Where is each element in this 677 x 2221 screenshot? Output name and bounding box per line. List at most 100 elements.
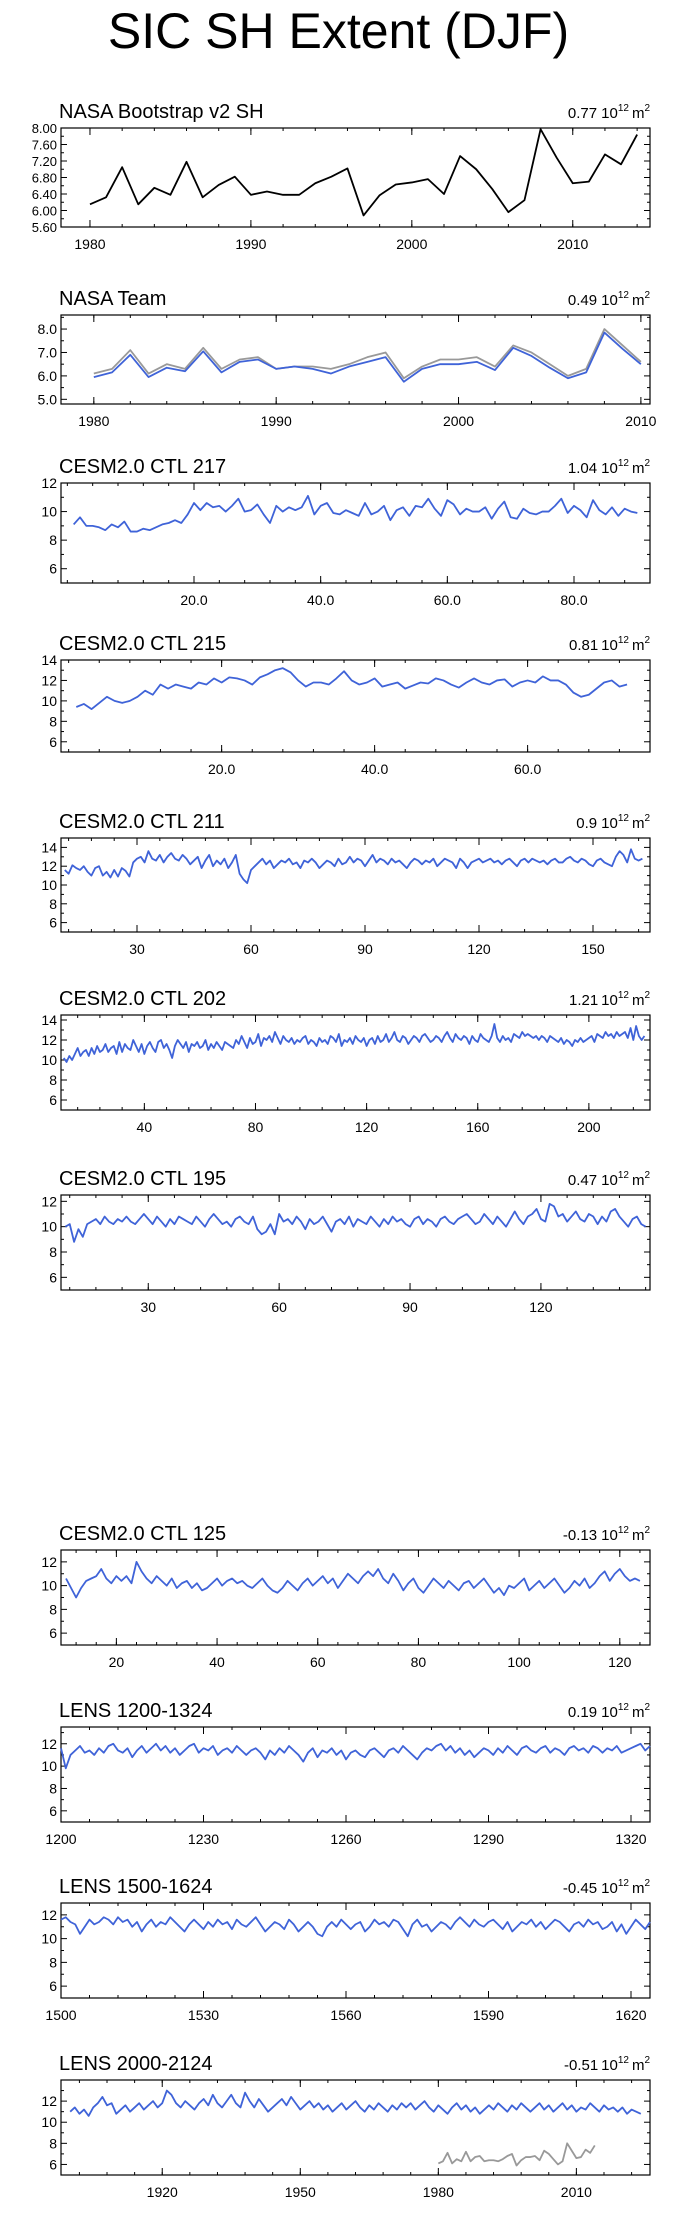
y-tick-label: 6.40	[32, 187, 57, 202]
plot-frame	[60, 482, 651, 584]
y-tick-label: 7.60	[32, 138, 57, 153]
trend-value: 0.19	[568, 1704, 597, 1721]
x-tick-label: 80	[248, 1119, 264, 1135]
trend-value: -0.51	[564, 2057, 598, 2074]
trend-unit-exponent: 12	[618, 1525, 630, 1536]
x-tick-label: 1980	[78, 413, 109, 429]
chart-panel-1: NASA Bootstrap v2 SH 0.77 1012 m2 5.606.00 6.…	[32, 101, 651, 252]
series-line-blue	[64, 848, 643, 885]
x-tick-label: 60	[310, 1654, 326, 1670]
trend-unit-m: m	[632, 2057, 645, 2074]
y-tick-label: 10	[41, 504, 57, 520]
x-tick-label: 30	[129, 941, 145, 957]
y-tick-label: 12	[41, 1736, 57, 1752]
x-tick-label: 150	[581, 941, 605, 957]
y-tick-label: 6	[49, 561, 57, 577]
y-tick-label: 6	[49, 1092, 57, 1108]
y-tick-label: 12	[41, 1193, 57, 1209]
x-tick-label: 40.0	[307, 592, 334, 608]
y-tick-label: 8	[49, 1601, 57, 1617]
y-tick-label: 6.00	[32, 204, 57, 219]
y-tick-label: 8	[49, 532, 57, 548]
trend-value: 0.47	[568, 1172, 597, 1189]
y-tick-label: 10	[41, 1578, 57, 1594]
panel-title: LENS 2000-2124	[59, 2053, 212, 2075]
trend-unit-base: 10	[601, 637, 618, 654]
x-tick-label: 60	[243, 941, 259, 957]
x-tick-label: 60	[271, 1299, 287, 1315]
trend-unit-base: 10	[601, 105, 618, 122]
chart-panel-2: NASA Team 0.49 1012 m2 5.0 6.0 7.0 8.0 1980 1990 2…	[38, 288, 657, 429]
panel-title: CESM2.0 CTL 215	[59, 633, 226, 655]
x-tick-label: 30	[140, 1299, 156, 1315]
y-tick-label: 7.20	[32, 154, 57, 169]
x-tick-label: 1200	[45, 1831, 76, 1847]
y-tick-label: 8	[49, 896, 57, 912]
y-tick-label: 8	[49, 1780, 57, 1796]
y-tick-label: 12	[41, 475, 57, 491]
trend-unit-exponent: 12	[618, 1878, 630, 1889]
trend-unit-base: 10	[601, 1172, 618, 1189]
trend-unit-m-exponent: 2	[644, 1878, 650, 1889]
trend-unit-m-exponent: 2	[644, 2055, 650, 2066]
series-line-blue	[65, 1560, 641, 1599]
series-line-black	[89, 128, 638, 217]
trend-unit-exponent: 12	[618, 1170, 630, 1181]
x-tick-label: 2010	[557, 236, 588, 252]
trend-value: 0.77	[568, 105, 597, 122]
trend-annotation: 0.47 1012 m2	[568, 1170, 651, 1189]
trend-unit-m-exponent: 2	[644, 1525, 650, 1536]
y-tick-label: 6.80	[32, 171, 57, 186]
x-tick-label: 120	[467, 941, 491, 957]
series-line-gray	[93, 328, 642, 380]
trend-value: 0.9	[576, 815, 597, 832]
series-line-blue	[69, 2089, 642, 2117]
y-tick-label: 6	[49, 1803, 57, 1819]
y-tick-label: 6	[49, 2156, 57, 2172]
trend-unit-base: 10	[601, 1880, 618, 1897]
plot-frame	[60, 1549, 651, 1646]
x-tick-label: 2010	[625, 413, 656, 429]
trend-unit-m: m	[632, 637, 645, 654]
panel-title: NASA Bootstrap v2 SH	[59, 101, 264, 123]
trend-annotation: 0.77 1012 m2	[568, 103, 651, 122]
x-tick-label: 1500	[45, 2007, 76, 2023]
plot-frame	[60, 2079, 651, 2176]
y-tick-label: 12	[41, 858, 57, 874]
y-tick-label: 12	[41, 1907, 57, 1923]
panel-title: LENS 1200-1324	[59, 1700, 212, 1722]
trend-annotation: 1.21 1012 m2	[569, 990, 650, 1009]
trend-unit-base: 10	[601, 292, 618, 309]
x-tick-label: 1560	[330, 2007, 361, 2023]
trend-unit-base: 10	[601, 2057, 618, 2074]
x-tick-label: 1290	[473, 1831, 504, 1847]
y-tick-label: 6	[49, 1269, 57, 1285]
series-line-blue	[60, 1916, 651, 1938]
x-tick-label: 20.0	[180, 592, 207, 608]
y-tick-label: 8.00	[32, 121, 57, 136]
trend-unit-m: m	[632, 1704, 645, 1721]
x-tick-label: 1980	[74, 236, 105, 252]
trend-unit-m: m	[632, 1880, 645, 1897]
trend-annotation: 0.9 1012 m2	[576, 813, 650, 832]
trend-unit-m: m	[632, 815, 645, 832]
trend-unit-exponent: 12	[618, 990, 630, 1001]
trend-annotation: 0.19 1012 m2	[568, 1702, 651, 1721]
trend-value: 1.21	[569, 992, 598, 1009]
y-tick-label: 8	[49, 713, 57, 729]
y-tick-label: 8	[49, 1954, 57, 1970]
trend-annotation: -0.13 1012 m2	[563, 1525, 651, 1544]
trend-unit-exponent: 12	[618, 290, 630, 301]
y-tick-label: 10	[41, 877, 57, 893]
trend-unit-m-exponent: 2	[644, 990, 650, 1001]
y-tick-label: 6	[49, 1625, 57, 1641]
x-tick-label: 160	[466, 1119, 490, 1135]
x-tick-label: 40	[209, 1654, 225, 1670]
y-tick-label: 6	[49, 915, 57, 931]
plot-frame	[60, 1194, 651, 1291]
y-tick-label: 10	[41, 1758, 57, 1774]
